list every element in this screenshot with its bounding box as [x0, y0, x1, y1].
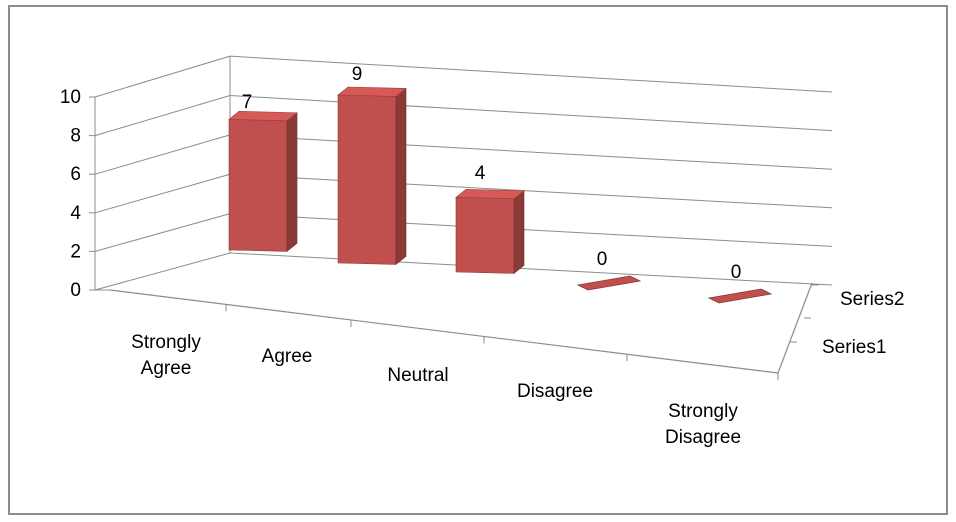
- bar-side-face: [286, 112, 298, 253]
- category-label: Disagree: [517, 381, 593, 402]
- bar-top-face: [228, 111, 298, 122]
- category-label-line: Strongly: [131, 332, 201, 353]
- gridlines: [94, 55, 833, 291]
- category-label: Agree: [262, 346, 313, 367]
- data-label: 7: [242, 92, 253, 113]
- y-tick-label: 2: [70, 241, 81, 262]
- y-tick-label: 10: [60, 87, 81, 108]
- gridline-side: [94, 95, 231, 137]
- gridline-back: [229, 252, 833, 286]
- gridline-side: [94, 55, 231, 98]
- gridline-back: [229, 134, 833, 170]
- series-axis-label: Series2: [840, 289, 904, 310]
- bar-front-face: [455, 197, 515, 274]
- data-label: 4: [475, 163, 486, 184]
- category-label: Strongly Agree: [131, 332, 201, 379]
- bars: [228, 86, 773, 304]
- bar-zero-slab: [576, 275, 642, 291]
- bar-front-face: [228, 119, 288, 252]
- y-tick-label: 0: [70, 280, 81, 301]
- bar-group: [455, 189, 525, 275]
- category-label: Neutral: [387, 365, 448, 386]
- gridline-side: [94, 134, 231, 175]
- bar-front-face: [337, 94, 397, 265]
- gridline-side: [94, 173, 231, 214]
- data-label: 0: [731, 262, 742, 283]
- category-label-line: Agree: [141, 358, 192, 379]
- bar-top-face: [455, 189, 525, 200]
- labels: 0 2 4 6 8 10 7 9 4 0 0 Strongly Agree Agree Neutral Dis…: [60, 64, 905, 448]
- gridline-back: [229, 95, 833, 132]
- bar-top-face: [337, 86, 407, 97]
- category-label-line: Disagree: [517, 381, 593, 402]
- y-tick-label: 8: [70, 126, 81, 147]
- bar-zero-slab: [707, 288, 773, 304]
- gridline-back: [229, 55, 833, 93]
- gridline-side: [94, 252, 231, 291]
- data-label: 0: [597, 249, 608, 270]
- category-label-line: Neutral: [387, 365, 448, 386]
- gridline-back: [229, 213, 833, 247]
- y-tick-label: 4: [70, 203, 81, 224]
- gridline-back: [229, 173, 833, 209]
- series-axis-label: Series1: [822, 337, 886, 358]
- bar-group: [707, 288, 773, 304]
- gridline-side: [94, 213, 231, 252]
- data-label: 9: [352, 64, 363, 85]
- bar-group: [576, 275, 642, 291]
- bar-side-face: [395, 87, 407, 266]
- bar-group: [228, 111, 298, 253]
- category-label: Strongly Disagree: [665, 401, 741, 448]
- bar-group: [337, 86, 407, 266]
- category-label-line: Agree: [262, 346, 313, 367]
- x-axis-line: [109, 289, 779, 374]
- series-axis-line: [777, 282, 813, 374]
- bar-side-face: [513, 190, 525, 275]
- y-tick-label: 6: [70, 164, 81, 185]
- category-label-line: Disagree: [665, 427, 741, 448]
- category-label-line: Strongly: [668, 401, 738, 422]
